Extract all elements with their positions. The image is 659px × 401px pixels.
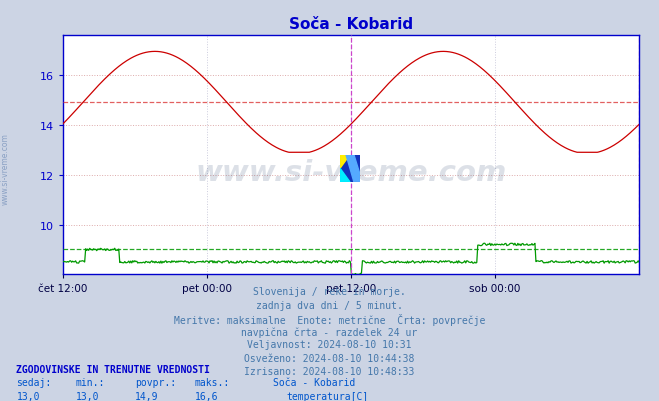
- Text: 13,0: 13,0: [76, 391, 100, 401]
- Text: sedaj:: sedaj:: [16, 377, 51, 387]
- Text: www.si-vreme.com: www.si-vreme.com: [195, 158, 507, 186]
- Text: povpr.:: povpr.:: [135, 377, 176, 387]
- Text: maks.:: maks.:: [194, 377, 229, 387]
- Text: 16,6: 16,6: [194, 391, 218, 401]
- Text: Veljavnost: 2024-08-10 10:31: Veljavnost: 2024-08-10 10:31: [247, 340, 412, 350]
- Text: Slovenija / reke in morje.: Slovenija / reke in morje.: [253, 287, 406, 297]
- Polygon shape: [340, 169, 350, 182]
- Text: Osveženo: 2024-08-10 10:44:38: Osveženo: 2024-08-10 10:44:38: [244, 353, 415, 363]
- Text: 14,9: 14,9: [135, 391, 159, 401]
- Text: min.:: min.:: [76, 377, 105, 387]
- Text: 13,0: 13,0: [16, 391, 40, 401]
- Text: Soča - Kobarid: Soča - Kobarid: [273, 377, 356, 387]
- Title: Soča - Kobarid: Soča - Kobarid: [289, 17, 413, 32]
- Polygon shape: [346, 155, 360, 182]
- Text: navpična črta - razdelek 24 ur: navpična črta - razdelek 24 ur: [241, 326, 418, 337]
- Text: ZGODOVINSKE IN TRENUTNE VREDNOSTI: ZGODOVINSKE IN TRENUTNE VREDNOSTI: [16, 364, 210, 374]
- Polygon shape: [340, 155, 350, 169]
- Text: Meritve: maksimalne  Enote: metrične  Črta: povprečje: Meritve: maksimalne Enote: metrične Črta…: [174, 313, 485, 325]
- Text: www.si-vreme.com: www.si-vreme.com: [1, 133, 10, 204]
- Text: zadnja dva dni / 5 minut.: zadnja dva dni / 5 minut.: [256, 300, 403, 310]
- Text: temperatura[C]: temperatura[C]: [287, 391, 369, 401]
- Text: Izrisano: 2024-08-10 10:48:33: Izrisano: 2024-08-10 10:48:33: [244, 366, 415, 376]
